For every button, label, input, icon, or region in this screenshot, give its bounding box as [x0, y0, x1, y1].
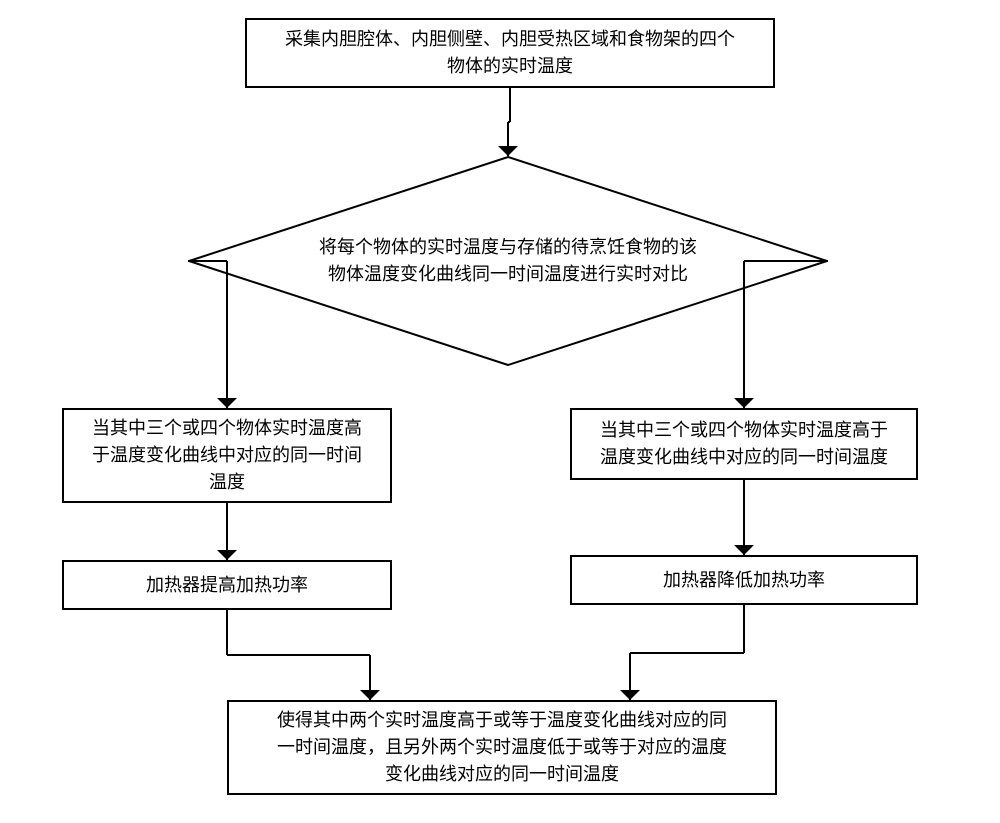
arrow-head [217, 398, 237, 408]
arrow-head [734, 545, 754, 555]
edge-segment [630, 652, 744, 654]
flowchart-node-n1: 采集内胆腔体、内胆侧壁、内胆受热区域和食物架的四个 物体的实时温度 [245, 18, 775, 88]
edge-segment [743, 605, 745, 653]
flowchart-node-n3: 当其中三个或四个物体实时温度高 于温度变化曲线中对应的同一时间 温度 [62, 408, 392, 503]
edge-segment [188, 260, 227, 262]
flowchart-node-n5: 加热器提高加热功率 [62, 560, 392, 610]
flowchart-node-n6: 加热器降低加热功率 [570, 555, 918, 605]
edge-segment [509, 88, 511, 122]
edge-segment [226, 610, 228, 655]
arrow-head [360, 690, 380, 700]
arrow-head [734, 398, 754, 408]
flowchart-node-n4: 当其中三个或四个物体实时温度高于 温度变化曲线中对应的同一时间温度 [570, 408, 918, 480]
edge-segment [226, 261, 228, 408]
arrow-head [498, 146, 518, 156]
flowchart-node-n2: 将每个物体的实时温度与存储的待烹饪食物的该 物体温度变化曲线同一时间温度进行实时… [188, 156, 828, 366]
arrow-head [620, 690, 640, 700]
edge-segment [743, 480, 745, 555]
edge-segment [227, 654, 370, 656]
flowchart-node-n7: 使得其中两个实时温度高于或等于温度变化曲线对应的同 一时间温度，且另外两个实时温… [227, 700, 777, 795]
arrow-head [217, 550, 237, 560]
diamond-label: 将每个物体的实时温度与存储的待烹饪食物的该 物体温度变化曲线同一时间温度进行实时… [249, 234, 767, 288]
